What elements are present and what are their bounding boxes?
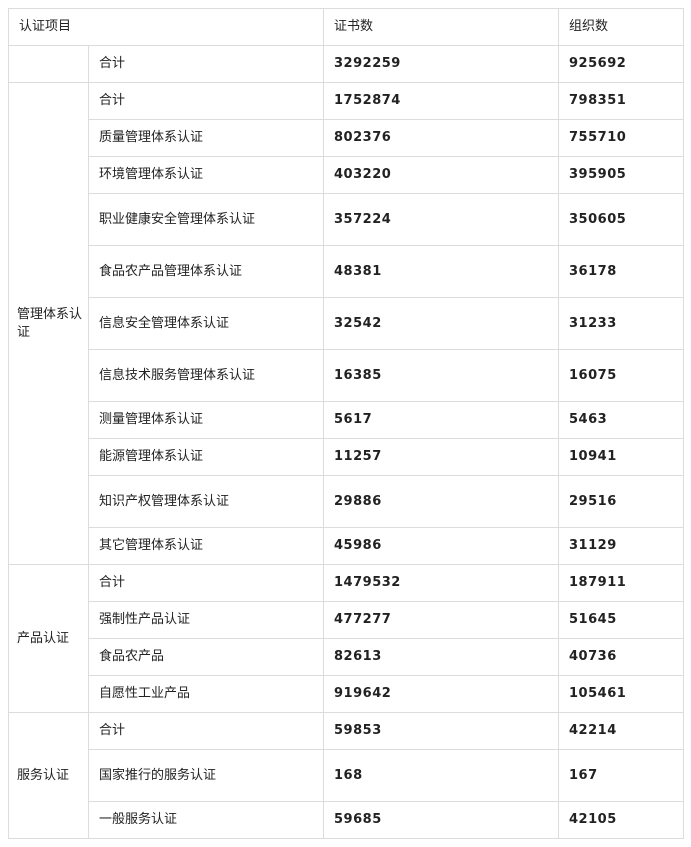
organizations-cell: 40736 xyxy=(558,638,685,676)
certificates-cell: 168 xyxy=(323,749,560,802)
organizations-cell: 5463 xyxy=(558,401,685,439)
certificates-cell: 11257 xyxy=(323,438,560,476)
row-label: 信息安全管理体系认证 xyxy=(87,297,325,350)
organizations-cell: 798351 xyxy=(558,82,685,120)
row-label: 信息技术服务管理体系认证 xyxy=(87,349,325,402)
certificates-cell: 32542 xyxy=(323,297,560,350)
table-row: 产品认证 合计 1479532 187911 xyxy=(8,564,685,713)
table-row: 自愿性工业产品 919642 105461 xyxy=(9,675,685,713)
row-label: 职业健康安全管理体系认证 xyxy=(87,193,325,246)
row-label: 合计 xyxy=(87,82,325,120)
table-row: 管理体系认证 合计 1752874 798351 xyxy=(8,82,685,565)
group-label: 产品认证 xyxy=(8,564,89,713)
row-label: 环境管理体系认证 xyxy=(87,156,325,194)
table-row: 知识产权管理体系认证 29886 29516 xyxy=(9,475,685,528)
header-row: 认证项目 证书数 组织数 xyxy=(7,8,685,46)
certificates-cell: 59853 xyxy=(323,712,560,750)
organizations-cell: 42214 xyxy=(558,712,685,750)
organizations-cell: 350605 xyxy=(558,193,685,246)
organizations-cell: 925692 xyxy=(558,45,685,83)
table-row: 信息安全管理体系认证 32542 31233 xyxy=(9,297,685,350)
organizations-cell: 395905 xyxy=(558,156,685,194)
row-label: 知识产权管理体系认证 xyxy=(87,475,325,528)
row-label: 其它管理体系认证 xyxy=(87,527,325,565)
table-row: 信息技术服务管理体系认证 16385 16075 xyxy=(9,349,685,402)
table-row: 质量管理体系认证 802376 755710 xyxy=(9,119,685,157)
row-label: 合计 xyxy=(87,712,325,750)
row-label: 一般服务认证 xyxy=(87,801,325,839)
certificates-cell: 802376 xyxy=(323,119,560,157)
certificates-cell: 45986 xyxy=(323,527,560,565)
certificates-cell: 29886 xyxy=(323,475,560,528)
certificates-cell: 357224 xyxy=(323,193,560,246)
organizations-cell: 187911 xyxy=(558,564,685,602)
certificates-cell: 48381 xyxy=(323,245,560,298)
row-label: 自愿性工业产品 xyxy=(87,675,325,713)
certificates-cell: 919642 xyxy=(323,675,560,713)
row-label: 国家推行的服务认证 xyxy=(87,749,325,802)
row-label: 能源管理体系认证 xyxy=(87,438,325,476)
row-label: 强制性产品认证 xyxy=(87,601,325,639)
table-row: 国家推行的服务认证 168 167 xyxy=(9,749,685,802)
organizations-cell: 31233 xyxy=(558,297,685,350)
organizations-cell: 36178 xyxy=(558,245,685,298)
row-label: 合计 xyxy=(87,45,325,83)
organizations-cell: 42105 xyxy=(558,801,685,839)
row-label: 合计 xyxy=(87,564,325,602)
organizations-cell: 10941 xyxy=(558,438,685,476)
table-row: 职业健康安全管理体系认证 357224 350605 xyxy=(9,193,685,246)
certificates-cell: 477277 xyxy=(323,601,560,639)
organizations-cell: 16075 xyxy=(558,349,685,402)
row-label: 食品农产品 xyxy=(87,638,325,676)
table-row: 食品农产品管理体系认证 48381 36178 xyxy=(9,245,685,298)
certificates-cell: 16385 xyxy=(323,349,560,402)
organizations-cell: 105461 xyxy=(558,675,685,713)
organizations-cell: 31129 xyxy=(558,527,685,565)
certificates-cell: 3292259 xyxy=(323,45,560,83)
organizations-cell: 51645 xyxy=(558,601,685,639)
header-organizations: 组织数 xyxy=(558,8,685,46)
organizations-cell: 167 xyxy=(558,749,685,802)
certificates-cell: 5617 xyxy=(323,401,560,439)
certificates-cell: 1752874 xyxy=(323,82,560,120)
certificates-cell: 82613 xyxy=(323,638,560,676)
table-row: 食品农产品 82613 40736 xyxy=(9,638,685,676)
total-row: 合计 3292259 925692 xyxy=(8,45,685,83)
certificates-cell: 403220 xyxy=(323,156,560,194)
table-row: 强制性产品认证 477277 51645 xyxy=(9,601,685,639)
row-label: 测量管理体系认证 xyxy=(87,401,325,439)
row-label: 食品农产品管理体系认证 xyxy=(87,245,325,298)
organizations-cell: 755710 xyxy=(558,119,685,157)
header-certificates: 证书数 xyxy=(323,8,560,46)
certification-table: 认证项目 证书数 组织数 合计 3292259 925692 管理体系认证 合计 1… xyxy=(7,8,685,839)
table-row: 服务认证 合计 59853 42214 xyxy=(8,712,685,839)
certificates-cell: 1479532 xyxy=(323,564,560,602)
header-item: 认证项目 xyxy=(7,8,325,46)
group-label: 服务认证 xyxy=(8,712,89,839)
table-row: 其它管理体系认证 45986 31129 xyxy=(9,527,685,565)
table-row: 能源管理体系认证 11257 10941 xyxy=(9,438,685,476)
organizations-cell: 29516 xyxy=(558,475,685,528)
certificates-cell: 59685 xyxy=(323,801,560,839)
group-label: 管理体系认证 xyxy=(8,82,89,565)
table-row: 环境管理体系认证 403220 395905 xyxy=(9,156,685,194)
table-row: 测量管理体系认证 5617 5463 xyxy=(9,401,685,439)
group-cell-empty xyxy=(8,45,89,83)
table-row: 一般服务认证 59685 42105 xyxy=(9,801,685,839)
row-label: 质量管理体系认证 xyxy=(87,119,325,157)
